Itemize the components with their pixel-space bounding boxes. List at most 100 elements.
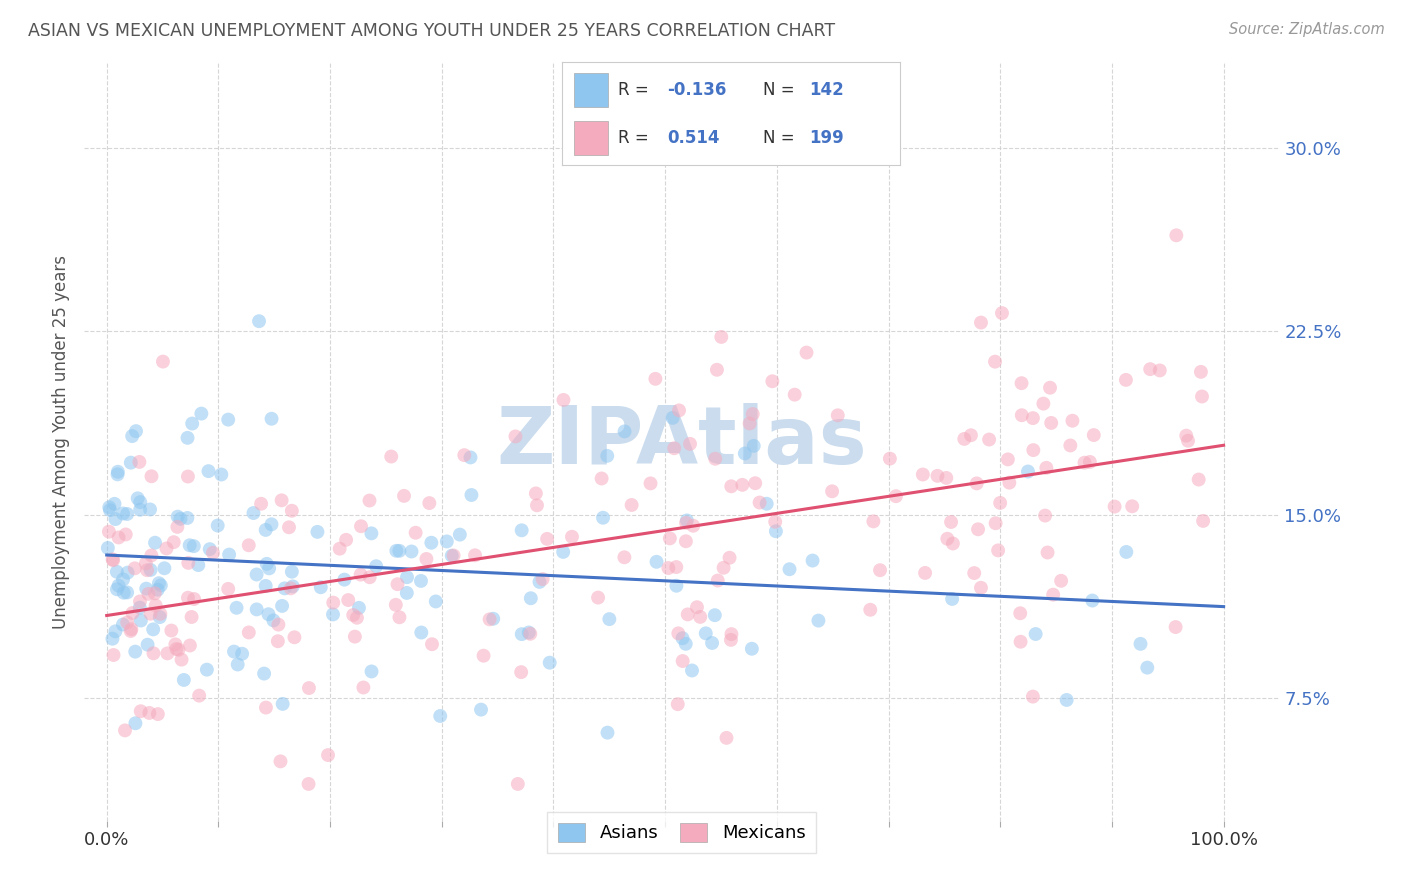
Point — [247, 314, 270, 328]
Point — [859, 603, 882, 617]
Point — [352, 681, 374, 695]
Point — [517, 625, 540, 640]
Point — [342, 607, 364, 622]
Point — [1022, 443, 1045, 458]
Point — [392, 489, 415, 503]
Point — [1121, 500, 1143, 514]
Point — [1081, 593, 1104, 607]
Point — [706, 363, 728, 377]
Point — [862, 514, 884, 528]
Point — [720, 479, 742, 493]
Point — [1033, 508, 1056, 523]
Point — [128, 600, 150, 615]
Point — [124, 561, 146, 575]
Point — [238, 538, 260, 552]
Point — [591, 471, 613, 485]
Point — [1192, 514, 1215, 528]
Point — [801, 553, 824, 567]
Point — [742, 439, 765, 453]
Point — [420, 637, 443, 651]
Point — [260, 411, 283, 425]
Point — [125, 424, 148, 438]
Point — [689, 610, 711, 624]
Text: ASIAN VS MEXICAN UNEMPLOYMENT AMONG YOUTH UNDER 25 YEARS CORRELATION CHART: ASIAN VS MEXICAN UNEMPLOYMENT AMONG YOUT… — [28, 22, 835, 40]
Point — [668, 403, 690, 417]
Point — [217, 412, 239, 426]
Point — [281, 504, 304, 518]
Point — [1189, 365, 1212, 379]
Point — [152, 354, 174, 368]
Point — [149, 610, 172, 624]
Point — [700, 636, 723, 650]
Point — [135, 557, 157, 571]
Point — [1083, 428, 1105, 442]
Point — [117, 615, 139, 630]
Point — [695, 626, 717, 640]
Point — [1035, 460, 1057, 475]
Point — [347, 600, 370, 615]
Point — [117, 566, 139, 580]
Point — [262, 614, 284, 628]
Point — [1036, 545, 1059, 559]
Point — [645, 555, 668, 569]
Point — [718, 550, 741, 565]
Point — [644, 372, 666, 386]
Point — [420, 535, 443, 549]
Point — [179, 538, 201, 552]
Point — [129, 502, 152, 516]
Point — [763, 515, 786, 529]
Point — [309, 580, 332, 594]
Point — [222, 644, 245, 658]
Point — [884, 489, 907, 503]
Point — [177, 591, 200, 605]
Point — [510, 524, 533, 538]
Point — [988, 496, 1011, 510]
Point — [366, 559, 388, 574]
Point — [246, 567, 269, 582]
Point — [283, 630, 305, 644]
Y-axis label: Unemployment Among Youth under 25 years: Unemployment Among Youth under 25 years — [52, 254, 70, 629]
Point — [180, 610, 202, 624]
Point — [666, 697, 689, 711]
Point — [114, 723, 136, 738]
Point — [346, 611, 368, 625]
Point — [218, 548, 240, 562]
Point — [145, 599, 167, 613]
Point — [761, 374, 783, 388]
Point — [1166, 228, 1188, 243]
Point — [561, 530, 583, 544]
Point — [176, 431, 198, 445]
Point — [98, 500, 121, 515]
Point — [337, 593, 360, 607]
Point — [1032, 396, 1054, 410]
Point — [156, 646, 179, 660]
Point — [136, 638, 159, 652]
Point — [449, 527, 471, 541]
Point — [510, 627, 533, 641]
Point — [141, 549, 163, 563]
Point — [1149, 363, 1171, 377]
Point — [1042, 588, 1064, 602]
Point — [112, 573, 135, 587]
Text: R =: R = — [619, 128, 654, 147]
Point — [741, 407, 763, 421]
Point — [115, 585, 138, 599]
Point — [464, 549, 486, 563]
Point — [297, 777, 319, 791]
Point — [936, 532, 959, 546]
Text: N =: N = — [763, 128, 800, 147]
Point — [984, 354, 1007, 368]
Point — [107, 465, 129, 479]
Point — [1010, 607, 1032, 621]
Point — [360, 526, 382, 541]
Text: ZIPAtlas: ZIPAtlas — [496, 402, 868, 481]
Point — [148, 576, 170, 591]
Point — [146, 707, 169, 722]
Point — [121, 606, 143, 620]
Point — [1056, 693, 1078, 707]
Point — [107, 467, 129, 482]
Point — [409, 574, 432, 588]
Point — [253, 666, 276, 681]
Point — [385, 598, 408, 612]
Point — [524, 486, 547, 500]
